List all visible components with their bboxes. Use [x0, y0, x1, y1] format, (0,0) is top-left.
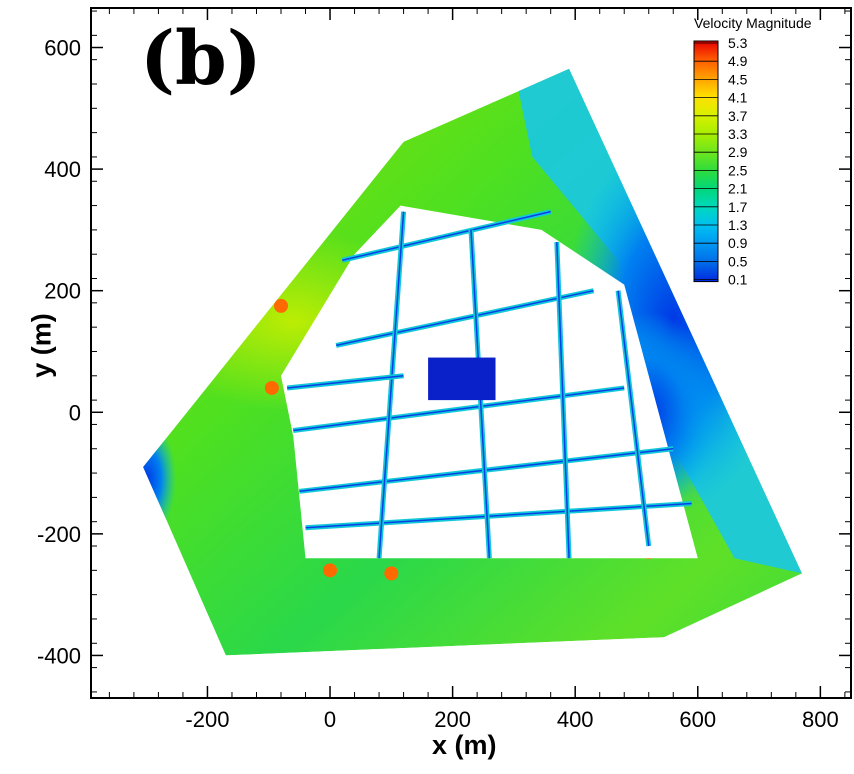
- street-core: [305, 502, 692, 529]
- x-tick-label: 600: [679, 707, 716, 732]
- velocity-peak: [274, 298, 288, 313]
- y-tick-label: 400: [44, 157, 81, 182]
- corner-wake: [143, 419, 177, 540]
- colorbar-label: 3.7: [728, 108, 748, 124]
- panel-label: (b): [140, 16, 262, 102]
- courtyard: [428, 357, 496, 401]
- colorbar-label: 0.1: [728, 272, 748, 288]
- y-axis-label: y (m): [26, 313, 57, 378]
- velocity-peak: [384, 566, 399, 581]
- y-tick-label: -200: [37, 522, 81, 547]
- x-tick-label: 200: [434, 707, 471, 732]
- colorbar-label: 3.3: [728, 126, 748, 142]
- x-tick-label: 400: [557, 707, 594, 732]
- colorbar-label: 2.1: [728, 181, 748, 197]
- street-core: [336, 289, 594, 347]
- city-buildings: [281, 205, 698, 559]
- axis-ticks: -200 0 200 400 600 800 600 400 200 0 -200 -400: [37, 8, 851, 732]
- colorbar-label: 4.1: [728, 90, 748, 106]
- y-tick-label: -400: [37, 643, 81, 668]
- x-tick-label: 800: [802, 707, 839, 732]
- street-core: [293, 387, 625, 432]
- street-core: [556, 242, 570, 559]
- x-tick-label: -200: [185, 707, 229, 732]
- y-tick-label: 600: [44, 36, 81, 61]
- velocity-peak: [323, 563, 338, 578]
- colorbar-legend: 5.3 4.9 4.5 4.1 3.7 3.3 2.9 2.5 2.1 1.7 1.3 0.9 0.5 0…: [693, 35, 748, 288]
- x-tick-label: 0: [324, 707, 336, 732]
- colorbar: [693, 40, 719, 283]
- colorbar-label: 1.7: [728, 199, 748, 215]
- legend-title: Velocity Magnitude: [694, 15, 812, 31]
- y-tick-label: 200: [44, 279, 81, 304]
- colorbar-label: 2.9: [728, 144, 748, 160]
- y-tick-label: 0: [69, 400, 81, 425]
- street-core: [287, 375, 404, 389]
- street-core: [378, 211, 405, 559]
- colorbar-label: 0.9: [728, 235, 748, 251]
- colorbar-label: 0.5: [728, 253, 748, 269]
- colorbar-label: 4.5: [728, 71, 748, 87]
- street-core: [342, 210, 551, 262]
- colorbar-label: 4.9: [728, 53, 748, 69]
- colorbar-label: 2.5: [728, 162, 748, 178]
- colorbar-label: 5.3: [728, 35, 748, 51]
- street-core: [617, 290, 650, 547]
- velocity-peak: [264, 380, 279, 395]
- plot-frame: [90, 7, 852, 699]
- colorbar-label: 1.3: [728, 217, 748, 233]
- x-axis-label: x (m): [432, 730, 497, 760]
